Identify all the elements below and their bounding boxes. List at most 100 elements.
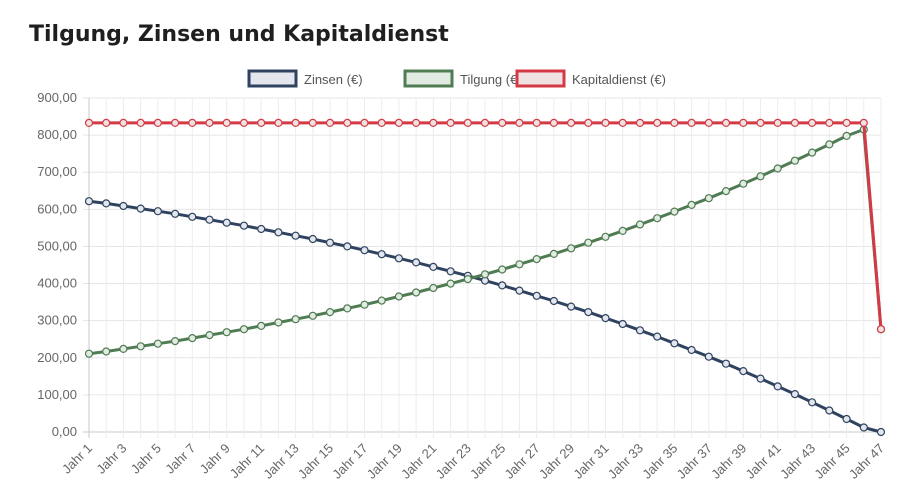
data-point[interactable]: [446, 118, 455, 128]
data-point[interactable]: [739, 367, 748, 376]
data-point[interactable]: [670, 118, 679, 128]
data-point[interactable]: [498, 118, 507, 128]
data-point[interactable]: [119, 344, 128, 353]
data-point[interactable]: [876, 325, 886, 334]
data-point[interactable]: [205, 331, 214, 340]
data-point[interactable]: [291, 231, 300, 240]
data-point[interactable]: [721, 359, 731, 368]
data-point[interactable]: [394, 254, 403, 263]
data-point[interactable]: [377, 296, 386, 305]
data-point[interactable]: [325, 238, 335, 247]
data-point[interactable]: [721, 118, 731, 128]
data-point[interactable]: [739, 118, 748, 128]
data-point[interactable]: [635, 326, 645, 335]
data-point[interactable]: [84, 349, 94, 358]
data-point[interactable]: [549, 118, 559, 128]
data-point[interactable]: [859, 118, 868, 128]
data-point[interactable]: [205, 215, 214, 224]
data-point[interactable]: [687, 345, 696, 355]
data-point[interactable]: [756, 172, 765, 181]
data-point[interactable]: [274, 118, 283, 128]
data-point[interactable]: [274, 318, 283, 327]
data-point[interactable]: [257, 118, 266, 128]
data-point[interactable]: [171, 209, 180, 218]
data-point[interactable]: [343, 118, 352, 128]
data-point[interactable]: [102, 347, 111, 356]
data-point[interactable]: [601, 314, 610, 323]
data-point[interactable]: [618, 226, 627, 235]
data-point[interactable]: [153, 118, 162, 128]
data-point[interactable]: [842, 414, 851, 424]
data-point[interactable]: [825, 140, 834, 149]
data-point[interactable]: [188, 334, 197, 343]
data-point[interactable]: [239, 325, 249, 334]
data-point[interactable]: [584, 118, 593, 128]
data-point[interactable]: [670, 207, 679, 216]
data-point[interactable]: [205, 118, 214, 128]
data-point[interactable]: [377, 118, 386, 128]
data-point[interactable]: [343, 242, 352, 251]
data-point[interactable]: [188, 118, 197, 128]
data-point[interactable]: [394, 118, 403, 128]
data-point[interactable]: [566, 244, 576, 253]
data-point[interactable]: [825, 406, 834, 415]
data-point[interactable]: [291, 118, 300, 128]
data-point[interactable]: [222, 118, 231, 128]
data-point[interactable]: [584, 238, 593, 247]
data-point[interactable]: [463, 275, 472, 284]
data-point[interactable]: [739, 179, 748, 188]
data-point[interactable]: [360, 118, 369, 128]
data-point[interactable]: [584, 308, 593, 317]
data-point[interactable]: [618, 319, 627, 329]
data-point[interactable]: [807, 148, 817, 157]
data-point[interactable]: [239, 118, 249, 128]
data-point[interactable]: [807, 398, 817, 407]
data-point[interactable]: [325, 118, 335, 128]
data-point[interactable]: [790, 390, 800, 399]
data-point[interactable]: [601, 232, 610, 241]
data-point[interactable]: [687, 118, 696, 128]
data-point[interactable]: [480, 118, 490, 128]
data-point[interactable]: [635, 220, 645, 229]
data-point[interactable]: [222, 328, 231, 337]
data-point[interactable]: [222, 218, 231, 227]
data-point[interactable]: [102, 118, 111, 128]
data-point[interactable]: [429, 262, 438, 271]
data-point[interactable]: [653, 332, 662, 341]
data-point[interactable]: [429, 118, 438, 128]
legend-swatch-2[interactable]: [515, 69, 566, 88]
data-point[interactable]: [653, 118, 662, 128]
data-point[interactable]: [773, 164, 782, 173]
data-point[interactable]: [325, 308, 335, 317]
legend-swatch-0[interactable]: [247, 69, 298, 88]
data-point[interactable]: [153, 207, 162, 216]
data-point[interactable]: [412, 118, 421, 128]
data-point[interactable]: [463, 118, 472, 128]
data-point[interactable]: [790, 118, 800, 128]
data-point[interactable]: [721, 187, 731, 196]
data-point[interactable]: [704, 118, 713, 128]
data-point[interactable]: [704, 194, 713, 203]
data-point[interactable]: [239, 221, 249, 230]
data-point[interactable]: [343, 304, 352, 313]
data-point[interactable]: [394, 292, 403, 301]
data-point[interactable]: [773, 118, 782, 128]
data-point[interactable]: [171, 118, 180, 128]
data-point[interactable]: [480, 270, 490, 279]
data-point[interactable]: [377, 250, 386, 259]
data-point[interactable]: [446, 279, 455, 288]
data-point[interactable]: [136, 204, 145, 213]
data-point[interactable]: [446, 267, 455, 276]
data-point[interactable]: [773, 382, 782, 391]
data-point[interactable]: [549, 296, 559, 306]
data-point[interactable]: [756, 374, 765, 383]
data-point[interactable]: [532, 291, 541, 300]
data-point[interactable]: [119, 118, 128, 128]
legend-label-2[interactable]: Kapitaldienst (€): [572, 72, 666, 87]
data-point[interactable]: [153, 339, 162, 348]
data-point[interactable]: [859, 423, 868, 432]
data-point[interactable]: [136, 118, 145, 128]
data-point[interactable]: [790, 156, 800, 165]
data-point[interactable]: [515, 286, 524, 295]
data-point[interactable]: [412, 288, 421, 297]
